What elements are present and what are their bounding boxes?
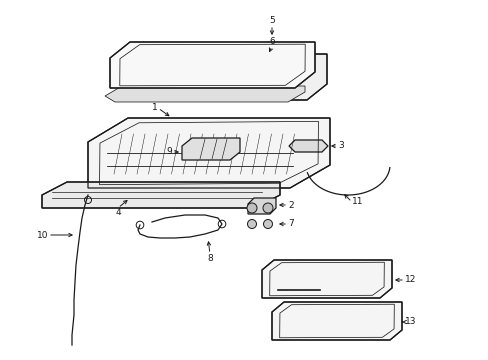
Circle shape xyxy=(246,203,257,213)
Polygon shape xyxy=(110,42,314,88)
Polygon shape xyxy=(105,86,305,102)
Text: 7: 7 xyxy=(287,220,293,229)
Polygon shape xyxy=(271,302,401,340)
Polygon shape xyxy=(247,198,275,214)
Text: 10: 10 xyxy=(37,230,48,239)
Text: 5: 5 xyxy=(268,16,274,25)
Text: 9: 9 xyxy=(166,148,172,157)
Circle shape xyxy=(263,220,272,229)
Polygon shape xyxy=(42,182,280,208)
Circle shape xyxy=(247,220,256,229)
Circle shape xyxy=(263,203,272,213)
Text: 8: 8 xyxy=(207,254,212,263)
Text: 13: 13 xyxy=(404,318,416,327)
Polygon shape xyxy=(122,54,326,100)
Text: 11: 11 xyxy=(351,198,363,207)
Text: 4: 4 xyxy=(115,208,121,217)
Polygon shape xyxy=(182,138,240,160)
Polygon shape xyxy=(88,118,329,188)
Text: 12: 12 xyxy=(404,275,415,284)
Text: 1: 1 xyxy=(152,104,158,112)
Text: 2: 2 xyxy=(287,201,293,210)
Polygon shape xyxy=(288,140,327,152)
Text: 3: 3 xyxy=(337,141,343,150)
Text: 6: 6 xyxy=(268,37,274,46)
Polygon shape xyxy=(262,260,391,298)
